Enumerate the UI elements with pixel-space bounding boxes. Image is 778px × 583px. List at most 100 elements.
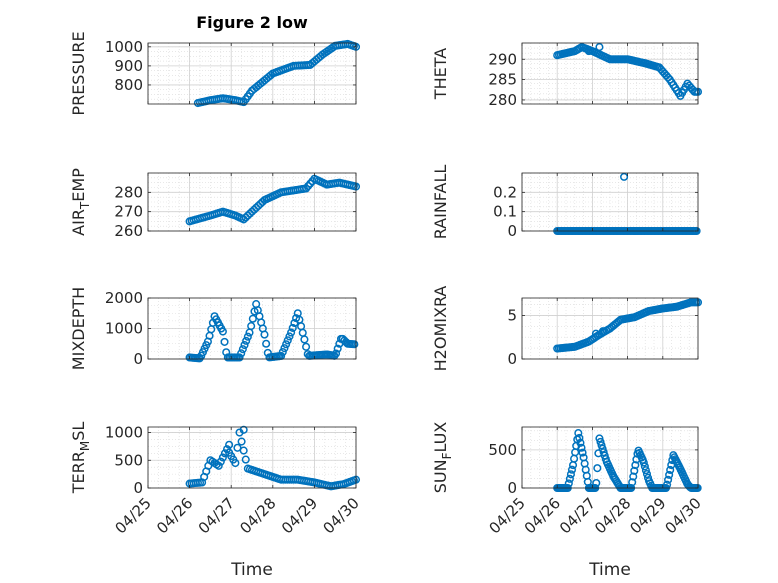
data-point — [260, 330, 269, 339]
y-tick-label: 1000 — [105, 424, 143, 442]
data-point — [564, 479, 573, 488]
data-point — [640, 462, 649, 471]
y-axis-label-subscript: T — [78, 201, 92, 210]
y-axis-label-main: THETA — [431, 48, 450, 100]
y-tick-label: 270 — [114, 203, 143, 221]
data-point — [285, 332, 294, 341]
x-tick-label: 04/27 — [556, 494, 599, 537]
y-axis-label: MIXDEPTH — [69, 287, 88, 370]
y-tick-label: 500 — [488, 441, 517, 459]
data-point — [231, 458, 240, 468]
data-point — [239, 446, 248, 455]
figure-title: Figure 2 low — [196, 13, 308, 32]
y-tick-label: 0 — [133, 350, 143, 368]
y-tick-label: 280 — [488, 91, 517, 109]
data-point — [567, 465, 577, 474]
data-point — [218, 327, 227, 336]
data-point — [333, 344, 342, 353]
data-point — [597, 441, 606, 450]
data-point — [287, 328, 296, 337]
data-point — [577, 443, 586, 452]
data-point — [331, 349, 341, 358]
data-point — [620, 172, 629, 181]
series-markers — [553, 298, 703, 353]
data-point — [641, 466, 650, 475]
data-point — [288, 323, 297, 332]
data-point — [214, 461, 223, 470]
data-point — [575, 433, 584, 443]
y-axis-label-main: TERR — [69, 451, 88, 494]
data-point — [248, 314, 257, 323]
data-point — [282, 340, 291, 349]
y-tick-label: 500 — [114, 451, 143, 469]
data-point — [239, 425, 248, 434]
data-point — [565, 474, 574, 483]
data-point — [238, 345, 247, 354]
data-point — [576, 438, 585, 447]
y-tick-label: 900 — [114, 57, 143, 75]
data-point — [283, 336, 292, 345]
y-tick-label: 1000 — [105, 38, 143, 56]
data-point — [243, 332, 252, 341]
data-point — [599, 448, 608, 457]
axes-frame — [147, 42, 357, 105]
y-axis-label: H2OMIXRA — [431, 286, 450, 372]
data-point — [237, 437, 246, 446]
x-tick-label: 04/28 — [591, 494, 634, 537]
data-point — [595, 434, 604, 443]
data-point — [262, 339, 271, 348]
x-tick-label: 04/30 — [320, 494, 363, 537]
y-axis-label-tail: LUX — [431, 422, 450, 453]
y-axis-label: PRESSURE — [69, 31, 88, 115]
series-markers — [185, 174, 361, 226]
data-point — [350, 340, 359, 349]
data-point — [225, 440, 234, 449]
data-point — [598, 444, 607, 453]
data-point — [240, 340, 249, 350]
data-point — [218, 453, 227, 462]
y-axis-label-tail: SL — [69, 422, 88, 441]
x-axis-label: Time — [588, 560, 631, 580]
axes-frame — [147, 426, 357, 489]
y-tick-label: 280 — [114, 183, 143, 201]
y-axis-label-subscript: F — [440, 452, 454, 459]
data-point — [593, 464, 602, 473]
y-axis-label-tail: EMP — [69, 168, 88, 202]
y-axis-label-main: MIXDEPTH — [69, 287, 88, 370]
data-point — [237, 349, 246, 358]
axes-frame — [521, 297, 699, 360]
data-point — [242, 336, 251, 345]
data-point — [235, 353, 244, 362]
data-point — [566, 470, 575, 479]
series-markers — [185, 300, 359, 363]
x-tick-label: 04/26 — [521, 494, 564, 537]
panel-sun_flux: 0 500 SUNFLUX 04/2504/2604/2704/2804/2904/3… — [431, 422, 705, 580]
data-point — [639, 458, 648, 467]
data-point — [642, 469, 652, 479]
data-point — [664, 475, 673, 484]
axes-frame — [147, 172, 357, 232]
data-point — [578, 448, 587, 457]
y-axis-label-main: PRESSURE — [69, 31, 88, 115]
y-tick-label: 260 — [114, 222, 143, 240]
data-point — [584, 47, 593, 56]
x-tick-label: 04/25 — [486, 494, 529, 537]
data-point — [220, 337, 229, 346]
x-tick-label: 04/28 — [236, 494, 279, 537]
series-markers — [193, 39, 361, 108]
data-point — [591, 329, 600, 338]
y-tick-label: 0.2 — [493, 183, 517, 201]
data-point — [278, 347, 287, 357]
y-axis-label: SUNFLUX — [431, 422, 454, 494]
axes-frame — [521, 42, 699, 105]
panel-h2omixra: 0 5 H2OMIXRA — [431, 286, 703, 372]
axes-frame — [521, 426, 699, 489]
y-axis-label: RAINFALL — [431, 165, 450, 240]
y-tick-label: 0 — [507, 222, 517, 240]
data-point — [596, 437, 605, 446]
y-axis-label: AIRTEMP — [69, 168, 92, 236]
series-markers — [553, 43, 703, 100]
data-point — [598, 327, 608, 336]
